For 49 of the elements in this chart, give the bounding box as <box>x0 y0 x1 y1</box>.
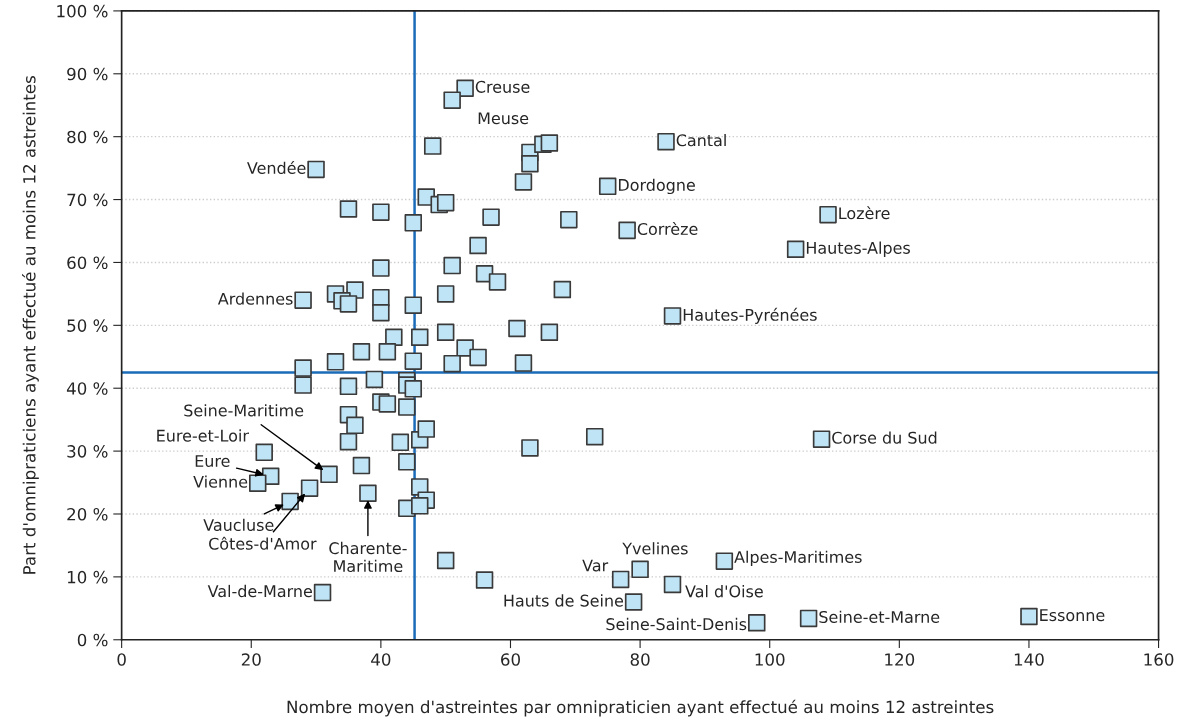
x-axis-title: Nombre moyen d'astreintes par omnipraticien ayant effectué au moins 12 astreintes <box>287 699 994 717</box>
annotation: Hautes-Pyrénées <box>683 307 817 324</box>
annotation: Vienne <box>193 475 248 488</box>
annotation: Meuse <box>478 112 529 125</box>
annotation: Corse du Sud <box>832 431 937 444</box>
y-tick-label: 60 % <box>67 256 108 270</box>
x-tick-label: 20 <box>241 653 261 666</box>
annotation: Charente- Maritime <box>329 541 407 573</box>
annotation: Hauts de Seine <box>504 594 624 607</box>
annotation: Vendée <box>247 161 306 175</box>
y-tick-label: 80 % <box>67 130 108 144</box>
annotation: Eure-et-Loir <box>157 429 249 442</box>
annotation: Creuse <box>475 80 530 93</box>
x-tick-label: 0 <box>117 653 126 666</box>
x-tick-label: 100 <box>755 653 785 666</box>
annotation: Val d'Oise <box>685 585 763 598</box>
y-tick-label: 10 % <box>67 570 108 584</box>
annotation: Alpes-Maritimes <box>734 550 862 567</box>
annotation: Seine-Maritime <box>184 404 304 417</box>
annotation: Seine-et-Marne <box>819 610 940 624</box>
annotation: Val-de-Marne <box>207 584 312 598</box>
y-tick-label: 100 % <box>57 4 108 18</box>
annotation: Dordogne <box>618 178 695 195</box>
x-tick-label: 80 <box>630 653 650 666</box>
y-tick-label: 20 % <box>67 507 108 521</box>
annotation: Ardennes <box>217 292 293 305</box>
annotation: Vaucluse <box>203 518 274 532</box>
x-tick-label: 140 <box>1014 653 1044 666</box>
annotation: Yvelines <box>622 542 688 555</box>
x-tick-label: 60 <box>501 653 520 666</box>
annotation: Corrèze <box>637 222 698 236</box>
y-tick-label: 30 % <box>67 445 108 458</box>
annotation: Seine-Saint-Denis <box>606 617 747 631</box>
annotation: Var <box>582 559 609 572</box>
annotation: Eure <box>195 455 230 467</box>
annotation: Lozère <box>839 206 890 220</box>
x-tick-label: 40 <box>371 653 391 666</box>
y-axis-title: Part d'omnipraticiens ayant effectué au moins 12 astreintes <box>22 76 39 574</box>
y-tick-label: 50 % <box>67 319 108 332</box>
y-tick-label: 40 % <box>66 382 108 395</box>
x-tick-label: 160 <box>1144 653 1174 666</box>
x-tick-label: 120 <box>885 653 915 666</box>
annotation: Hautes-Alpes <box>806 241 910 257</box>
y-tick-label: 70 % <box>67 193 108 207</box>
annotation: Essonne <box>1040 609 1105 622</box>
annotation: Côtes-d'Amor <box>209 536 317 550</box>
y-tick-label: 90 % <box>67 67 108 81</box>
y-tick-label: 0 % <box>77 633 108 647</box>
annotation: Cantal <box>676 133 726 147</box>
